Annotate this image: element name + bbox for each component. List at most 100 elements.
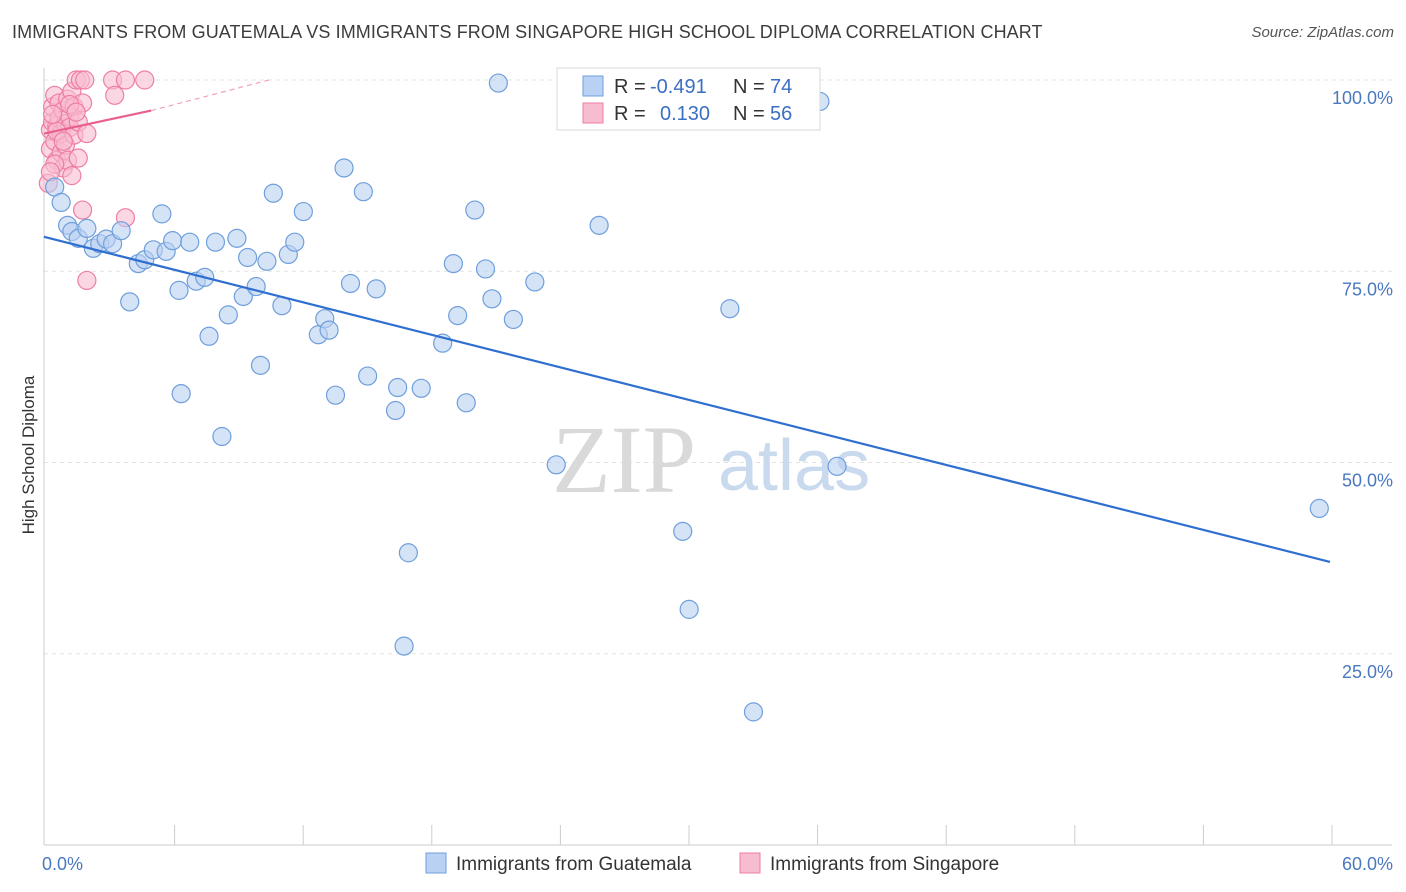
x-tick-label-0: 0.0% — [42, 854, 83, 874]
blue-point-46 — [366, 279, 386, 299]
blue-point-42 — [334, 158, 354, 178]
blue-point-37 — [293, 201, 313, 222]
blue-point-41 — [325, 385, 346, 405]
pink-point-32 — [77, 123, 97, 144]
pink-point-35 — [77, 270, 97, 291]
watermark: ZIP atlas — [552, 406, 870, 513]
legend-n-label-pink: N = — [733, 103, 765, 125]
legend-r-label-blue: R = — [614, 76, 646, 98]
chart-title: IMMIGRANTS FROM GUATEMALA VS IMMIGRANTS … — [12, 22, 1043, 42]
pink-point-40 — [135, 70, 155, 90]
blue-point-63 — [589, 215, 609, 235]
bottom-legend-swatch-pink — [739, 852, 761, 874]
x-tick-labels: 0.0% 60.0% — [42, 854, 1393, 874]
blue-point-59 — [488, 73, 508, 93]
blue-point-64 — [673, 521, 693, 541]
grid-lines — [44, 79, 1392, 655]
legend-swatch-blue — [582, 75, 604, 97]
pink-point-34 — [42, 104, 63, 125]
pink-point-44 — [66, 102, 86, 122]
y-axis-label: High School Diploma — [19, 375, 38, 534]
blue-point-26 — [218, 305, 238, 325]
blue-point-61 — [525, 272, 545, 292]
blue-point-48 — [388, 377, 408, 398]
blue-point-51 — [411, 378, 431, 398]
blue-point-44 — [353, 182, 373, 202]
blue-point-49 — [398, 543, 418, 563]
legend-n-label-blue: N = — [733, 76, 765, 98]
blue-point-70 — [1309, 498, 1329, 518]
blue-point-32 — [257, 251, 277, 271]
blue-point-29 — [238, 247, 258, 268]
blue-point-33 — [263, 183, 283, 203]
blue-point-1 — [51, 192, 71, 212]
blue-point-45 — [358, 366, 378, 386]
pink-points — [38, 70, 155, 291]
y-tick-label-0: 100.0% — [1332, 88, 1393, 108]
stats-legend: R = -0.491 N = 74 R = 0.130 N = 56 — [556, 67, 821, 131]
pink-point-22 — [62, 166, 82, 186]
x-tick-label-1: 60.0% — [1342, 854, 1393, 874]
blue-point-17 — [163, 231, 183, 251]
y-tick-labels: 100.0% 75.0% 50.0% 25.0% — [1332, 88, 1393, 682]
blue-point-67 — [743, 702, 764, 722]
blue-point-20 — [180, 232, 200, 252]
blue-point-10 — [111, 221, 131, 241]
pink-point-42 — [53, 131, 73, 151]
blue-point-62 — [546, 455, 566, 475]
blue-point-58 — [482, 289, 502, 309]
blue-point-11 — [120, 292, 140, 312]
blue-point-56 — [465, 200, 485, 220]
blue-point-60 — [503, 309, 523, 330]
legend-swatch-pink — [582, 102, 604, 124]
blue-point-15 — [152, 204, 172, 224]
pink-trend-line — [43, 109, 152, 135]
blue-point-43 — [340, 273, 361, 294]
bottom-legend-swatch-blue — [425, 852, 447, 874]
blue-point-54 — [448, 306, 468, 326]
blue-point-24 — [205, 232, 226, 252]
blue-point-57 — [475, 259, 496, 279]
pink-point-37 — [105, 85, 125, 105]
blue-point-18 — [169, 280, 189, 300]
trend-lines — [43, 79, 1331, 564]
blue-point-50 — [394, 636, 414, 656]
blue-point-47 — [385, 400, 406, 421]
source-label: Source: ZipAtlas.com — [1251, 24, 1394, 41]
legend-n-value-blue: 74 — [770, 76, 792, 98]
legend-n-value-pink: 56 — [770, 103, 792, 125]
bottom-legend-label-blue: Immigrants from Guatemala — [456, 854, 692, 875]
blue-point-66 — [720, 299, 740, 319]
y-tick-label-3: 25.0% — [1342, 662, 1393, 682]
blue-point-31 — [250, 355, 271, 375]
legend-r-value-pink: 0.130 — [660, 103, 710, 125]
blue-point-40 — [319, 320, 339, 340]
legend-r-label-pink: R = — [614, 103, 646, 125]
y-tick-label-1: 75.0% — [1342, 279, 1393, 299]
blue-point-25 — [212, 426, 232, 447]
pink-trend-extension — [151, 79, 270, 112]
axes — [43, 68, 1392, 846]
blue-point-65 — [679, 599, 699, 619]
pink-point-27 — [68, 148, 88, 168]
blue-point-69 — [827, 456, 847, 476]
blue-trend-line — [43, 235, 1331, 564]
blue-point-27 — [227, 228, 247, 248]
watermark-zip: ZIP — [552, 406, 696, 513]
pink-point-30 — [72, 200, 93, 220]
blue-point-53 — [443, 254, 463, 274]
bottom-legend-label-pink: Immigrants from Singapore — [770, 854, 999, 875]
watermark-atlas: atlas — [718, 426, 870, 506]
blue-point-55 — [456, 393, 476, 413]
blue-point-19 — [171, 384, 191, 404]
pink-point-38 — [115, 70, 136, 90]
blue-point-36 — [285, 232, 305, 252]
bottom-legend: Immigrants from Guatemala Immigrants fro… — [425, 852, 999, 875]
legend-r-value-blue: -0.491 — [650, 76, 707, 98]
blue-point-23 — [199, 326, 219, 346]
pink-point-31 — [75, 70, 95, 90]
y-tick-label-2: 50.0% — [1342, 471, 1393, 491]
blue-points — [45, 73, 1329, 722]
blue-point-5 — [77, 218, 97, 239]
